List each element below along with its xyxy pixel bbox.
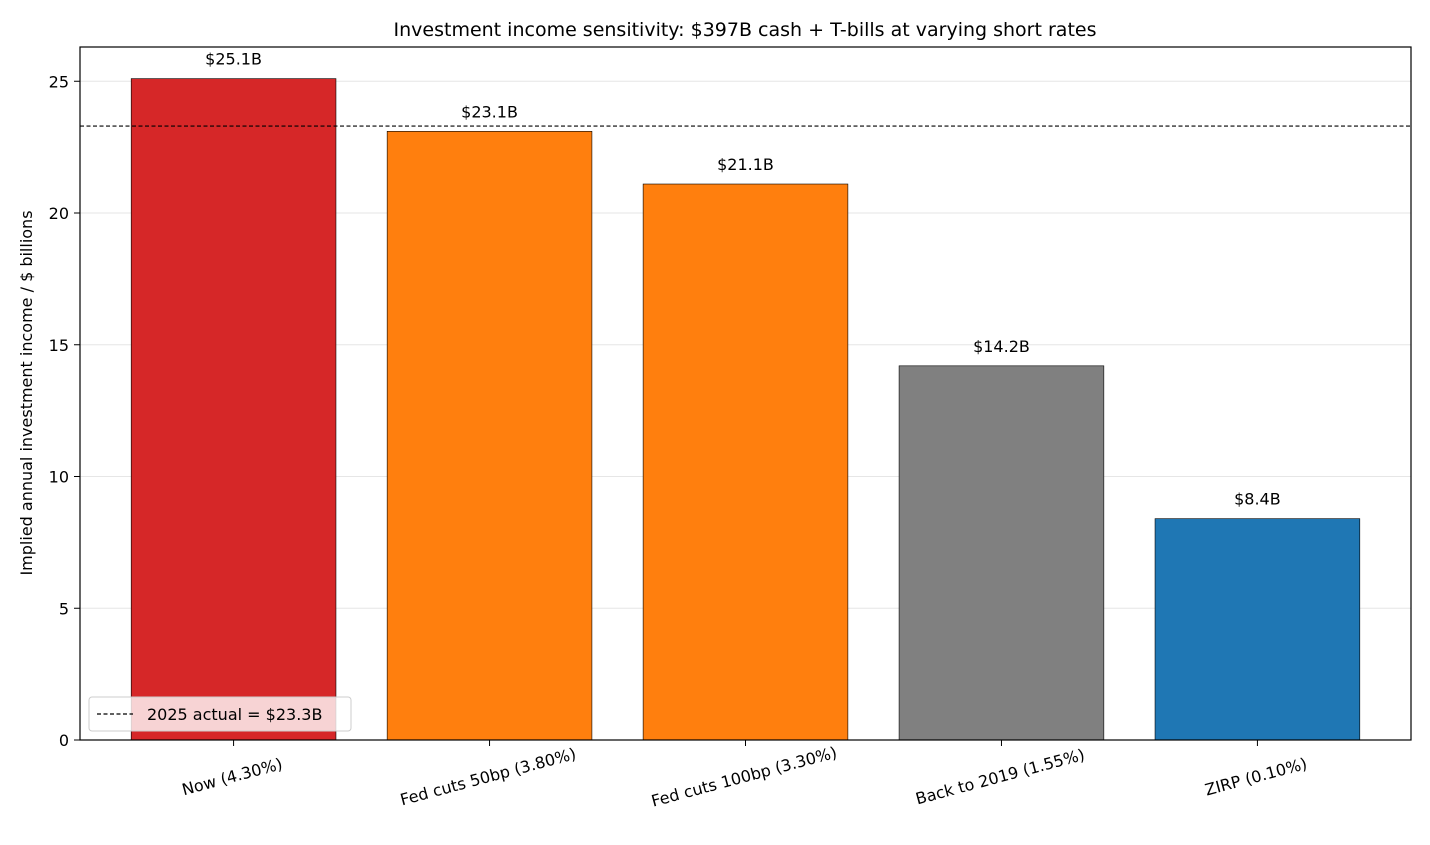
data-label: $25.1B	[205, 50, 262, 69]
legend-box	[88, 696, 352, 732]
x-tick-label-group: Back to 2019 (1.55%)	[913, 745, 1086, 808]
x-tick-label: Now (4.30%)	[180, 754, 285, 799]
data-label: $8.4B	[1234, 490, 1281, 509]
bar	[386, 131, 593, 741]
x-tick-label-group: ZIRP (0.10%)	[1203, 754, 1309, 799]
x-tick-label-group: Now (4.30%)	[180, 754, 285, 799]
x-tick-label-group: Fed cuts 100bp (3.30%)	[649, 743, 839, 811]
y-tick-label: 25	[49, 72, 69, 91]
chart-title: Investment income sensitivity: $397B cas…	[394, 19, 1097, 41]
y-tick-label: 0	[59, 731, 69, 750]
bar	[130, 78, 337, 741]
x-tick-label: Fed cuts 100bp (3.30%)	[649, 743, 839, 811]
x-tick-label: ZIRP (0.10%)	[1203, 754, 1309, 799]
x-tick-label-group: Fed cuts 50bp (3.80%)	[398, 744, 578, 809]
x-tick-label: Back to 2019 (1.55%)	[913, 745, 1086, 808]
bar	[642, 183, 849, 741]
data-labels: $25.1B $23.1B $21.1B $14.2B $8.4B	[205, 50, 1281, 509]
x-axis: Now (4.30%) Fed cuts 50bp (3.80%) Fed cuts…	[180, 740, 1309, 811]
y-tick-label: 10	[49, 468, 69, 487]
y-axis-label: Implied annual investment income / $ bil…	[17, 210, 36, 575]
data-label: $23.1B	[461, 102, 518, 121]
legend: 2025 actual = $23.3B	[88, 696, 352, 732]
bar	[1154, 518, 1361, 741]
y-axis: 0 5 10 15 20 25	[49, 72, 80, 750]
data-label: $14.2B	[973, 337, 1030, 356]
bars	[130, 78, 1361, 741]
data-label: $21.1B	[717, 155, 774, 174]
x-tick-label: Fed cuts 50bp (3.80%)	[398, 744, 578, 809]
legend-label: 2025 actual = $23.3B	[147, 705, 322, 724]
y-tick-label: 15	[49, 336, 69, 355]
bar	[898, 365, 1105, 741]
y-tick-label: 20	[49, 204, 69, 223]
y-tick-label: 5	[59, 599, 69, 618]
